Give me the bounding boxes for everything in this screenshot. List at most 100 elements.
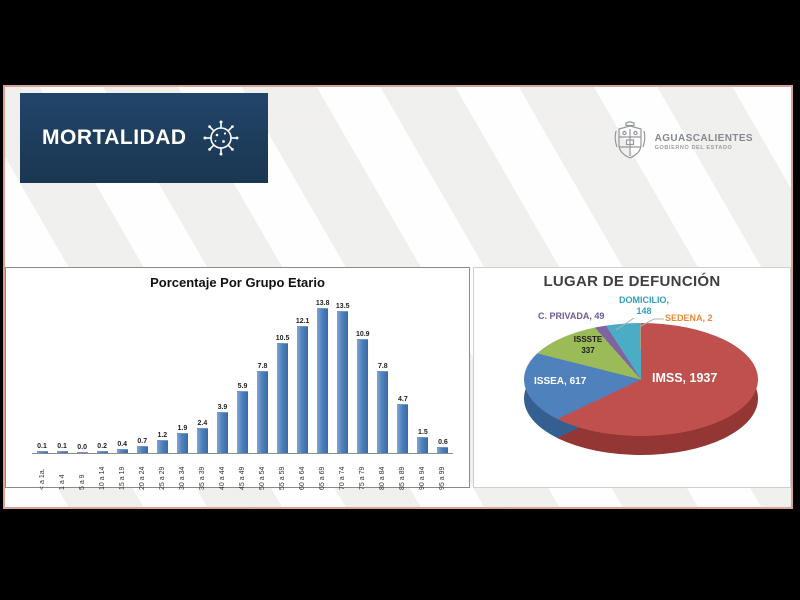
bar-category: 55 a 59 [273,454,293,490]
bar-slot: 10.9 [353,292,373,453]
bar-category: 25 a 29 [152,454,172,490]
bar-chart-title: Porcentaje Por Grupo Etario [150,275,325,290]
header-banner: MORTALIDAD [20,93,268,183]
bar-slot: 4.7 [393,292,413,453]
bar [96,451,108,453]
bar-value-label: 0.6 [438,439,448,446]
bar-category-label: 35 a 39 [198,466,206,490]
bar [397,404,409,453]
bar-category: 65 a 69 [313,454,333,490]
bar [36,451,48,453]
bar-category: 80 a 84 [373,454,393,490]
bar-category-label: 20 a 24 [138,466,146,490]
bar-value-label: 0.4 [117,441,128,448]
bar-category-label: 75 a 79 [359,466,367,490]
pie-label-c-privada: C. PRIVADA, 49 [538,311,605,321]
bar-value-label: 10.5 [275,335,290,342]
bar-category: 1 a 4 [52,454,72,490]
bar-value-label: 0.1 [37,443,47,450]
bar [56,451,68,453]
bar-value-label: 0.0 [77,444,87,451]
bar-category-label: 50 a 54 [259,466,267,490]
bar-value-label: 0.2 [97,443,108,450]
bar-category: 85 a 89 [393,454,413,490]
bar-value-label: 4.7 [398,396,408,403]
pie-label-imss: IMSS, 1937 [652,371,718,385]
bar [216,412,228,453]
bar-category-label: 40 a 44 [218,466,226,490]
bar-category: 30 a 34 [172,454,192,490]
bar-value-label: 12.1 [295,318,310,325]
bar-category-label: 70 a 74 [339,466,347,490]
bar-value-label: 1.5 [418,429,428,436]
bar-category-label: 85 a 89 [399,466,407,490]
pie-label-domicilio: DOMICILIO, 148 [619,295,669,316]
bar-slot: 0.2 [92,292,112,453]
bar [76,452,88,453]
bar [116,449,128,453]
bar-category: 15 a 19 [112,454,132,490]
bar-series: 0.1 0.1 0.0 0.2 0.4 0.7 1.2 1.9 2.4 3.9 5.9 7.8 10.5… [32,292,453,454]
bar-slot: 3.9 [212,292,232,453]
bar-value-label: 5.9 [237,383,248,390]
bar-slot: 0.7 [132,292,152,453]
bar-value-label: 0.1 [57,443,67,450]
bar-category: 5 a 9 [72,454,92,490]
state-logo: AGUASCALIENTES GOBIERNO DEL ESTADO [613,121,753,163]
bar-category-label: 45 a 49 [238,466,246,490]
bar-category: 70 a 74 [333,454,353,490]
bar-category-label: 80 a 84 [379,466,387,490]
bar [377,371,389,453]
bar-category: 40 a 44 [212,454,232,490]
bar-slot: 13.8 [313,292,333,453]
bar [257,371,269,453]
bar-category: 10 a 14 [92,454,112,490]
bar-slot: 1.5 [413,292,433,453]
bar-category-label: 1 a 4 [58,474,66,490]
bar-slot: 10.5 [273,292,293,453]
bar-value-label: 1.2 [157,432,168,439]
bar [337,311,349,453]
bar-category-label: 95 a 99 [439,466,447,490]
page-title: MORTALIDAD [42,126,187,149]
pie-label-issea: ISSEA, 617 [534,376,587,387]
bar [357,339,369,453]
bar-slot: 5.9 [232,292,252,453]
bar [297,326,309,453]
coronavirus-icon [203,120,239,156]
pie-label-issste: ISSSTE 337 [573,335,603,355]
bar-category-label: 60 a 64 [299,466,307,490]
bar-value-label: 13.5 [335,303,350,310]
bar-value-label: 1.9 [177,425,188,432]
pie-chart-panel: LUGAR DE DEFUNCIÓN IMSS, 1937 ISSEA, 617… [473,267,791,488]
bar-slot: 1.2 [152,292,172,453]
coat-of-arms-icon [614,121,646,159]
bar-category-label: 10 a 14 [98,466,106,490]
logo-state-name: AGUASCALIENTES [654,133,753,144]
bar-category: 50 a 54 [253,454,273,490]
bar [236,391,248,453]
bar [317,308,329,453]
bar-slot: 0.0 [72,292,92,453]
bar-slot: 0.4 [112,292,132,453]
bar-category-label: 55 a 59 [279,466,287,490]
bar-value-label: 3.9 [217,404,228,411]
bar-slot: 0.1 [32,292,52,453]
bar-value-label: 0.7 [137,438,148,445]
bar-value-label: 2.4 [197,420,208,427]
bar-slot: 0.1 [52,292,72,453]
bar [277,343,289,453]
presentation-slide: MORTALIDAD [3,85,793,509]
bar-category-label: 15 a 19 [118,466,126,490]
bar-category-label: 90 a 94 [419,466,427,490]
bar [136,446,148,453]
pie-chart-title: LUGAR DE DEFUNCIÓN [543,273,721,290]
bar-category: 45 a 49 [232,454,252,490]
bar-chart-plot: 0.1 0.1 0.0 0.2 0.4 0.7 1.2 1.9 2.4 3.9 5.9 7.8 10.5… [32,292,453,490]
bar-value-label: 10.9 [355,331,370,338]
bar [176,433,188,453]
bar-category: 20 a 24 [132,454,152,490]
bar [417,437,429,453]
bar-category: < a 1a. [32,454,52,490]
